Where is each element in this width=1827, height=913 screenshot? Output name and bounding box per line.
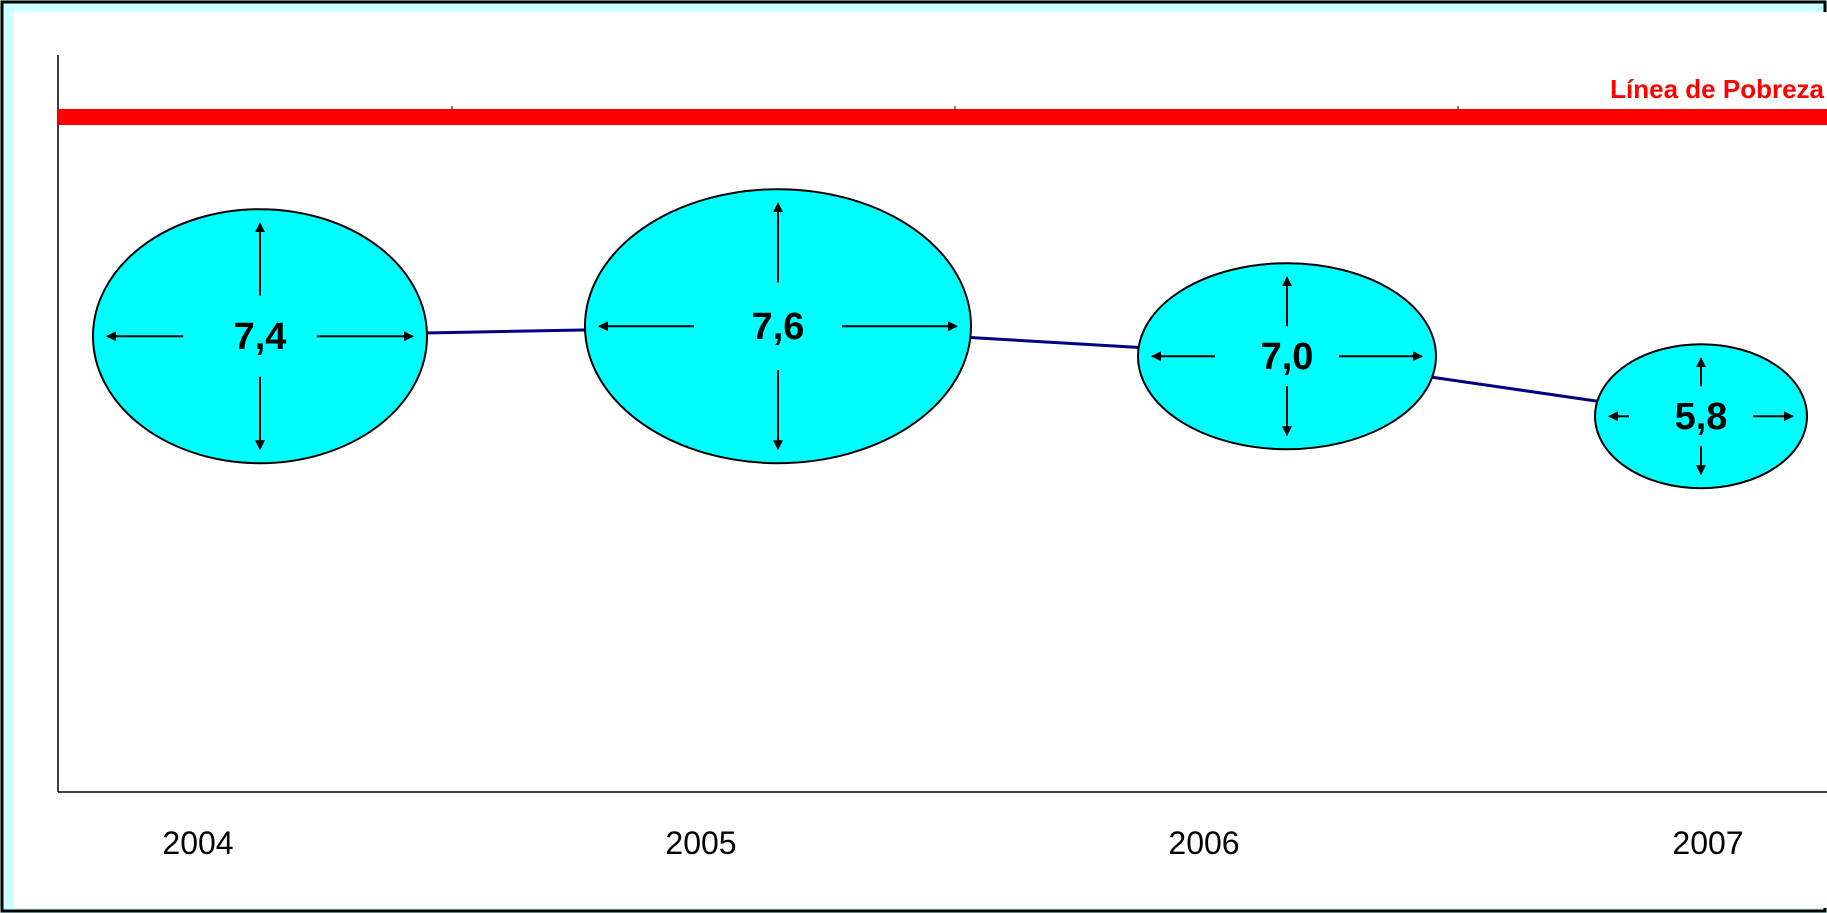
bubble-marker xyxy=(1594,343,1808,490)
x-tick-label: 2004 xyxy=(162,825,233,861)
bubble-marker xyxy=(584,188,972,465)
x-tick-label: 2006 xyxy=(1168,825,1239,861)
data-point-2006: 7,0 xyxy=(1137,262,1437,451)
data-label: 7,4 xyxy=(234,316,287,358)
bubble-marker xyxy=(92,208,428,465)
x-tick-labels: 2004 2005 2006 2007 xyxy=(162,825,1743,861)
data-label: 7,0 xyxy=(1261,336,1314,378)
bubble-group: 7,4 7,6 7,0 5,8 xyxy=(92,188,1808,490)
data-point-2007: 5,8 xyxy=(1594,343,1808,490)
reference-line-group: Línea de Pobreza xyxy=(58,74,1827,125)
data-point-2005: 7,6 xyxy=(584,188,972,465)
plot-area xyxy=(13,12,1827,908)
series-line xyxy=(259,324,1702,418)
data-label: 7,6 xyxy=(752,306,805,348)
x-tick-label: 2005 xyxy=(665,825,736,861)
data-label: 5,8 xyxy=(1675,396,1728,438)
x-tick-label: 2007 xyxy=(1672,825,1743,861)
bubble-marker xyxy=(1137,262,1437,451)
data-point-2004: 7,4 xyxy=(92,208,428,465)
series-group xyxy=(259,324,1702,418)
poverty-line-label: Línea de Pobreza xyxy=(1610,74,1824,104)
